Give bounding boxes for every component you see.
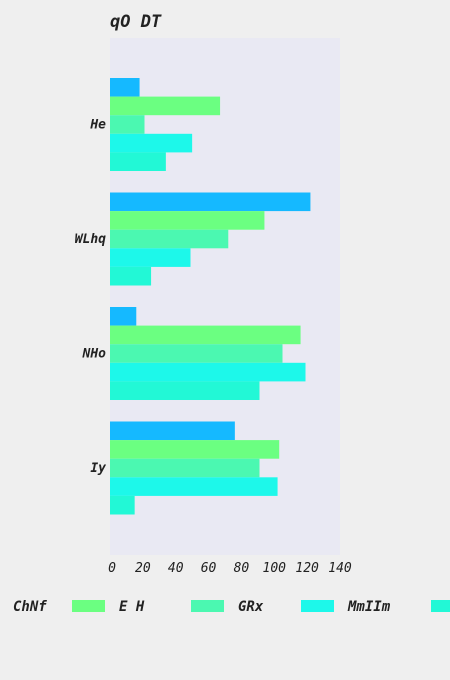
bar-3-WLhq xyxy=(110,229,229,249)
x-tick-label: 0 xyxy=(108,561,116,576)
bar-2-He xyxy=(110,96,221,116)
x-tick-label: 120 xyxy=(295,561,319,576)
bar-2-Iy xyxy=(110,440,280,459)
category-label: NHo xyxy=(82,347,107,362)
bar-3-NHo xyxy=(110,344,283,363)
x-axis-ticks: 0 20 40 60 80 100 120 140 xyxy=(108,561,352,576)
x-tick-label: 40 xyxy=(168,561,184,576)
x-tick-label: 80 xyxy=(234,561,250,576)
bars xyxy=(110,78,311,515)
bar-5-WLhq xyxy=(110,266,152,286)
x-tick-label: 100 xyxy=(263,561,287,576)
bar-2-NHo xyxy=(110,325,301,345)
bar-1-NHo xyxy=(110,307,137,326)
bar-5-Iy xyxy=(110,495,135,515)
category-label: Iy xyxy=(90,461,106,476)
bar-2-WLhq xyxy=(110,211,265,230)
legend-label: GRx xyxy=(238,599,264,615)
legend-swatch xyxy=(431,600,450,612)
bar-1-WLhq xyxy=(110,192,311,212)
legend: ChNf E H GRx MmIIm xyxy=(13,599,450,615)
bar-4-He xyxy=(110,133,193,153)
bar-5-He xyxy=(110,152,166,171)
legend-swatch xyxy=(301,600,334,612)
legend-label: E H xyxy=(119,599,145,615)
legend-label: MmIIm xyxy=(347,599,391,615)
bar-1-He xyxy=(110,78,140,97)
bar-1-Iy xyxy=(110,421,235,441)
chart-title: qO DT xyxy=(110,12,162,32)
x-tick-label: 20 xyxy=(135,561,151,576)
bar-4-NHo xyxy=(110,362,306,382)
bar-5-NHo xyxy=(110,381,260,400)
bar-3-He xyxy=(110,115,145,134)
category-label: He xyxy=(89,118,106,133)
legend-swatch xyxy=(191,600,224,612)
category-labels: He WLhq NHo Iy xyxy=(75,118,106,477)
bar-3-Iy xyxy=(110,458,260,478)
legend-label: ChNf xyxy=(13,599,47,615)
bar-4-WLhq xyxy=(110,248,191,267)
legend-swatch xyxy=(72,600,105,612)
x-tick-label: 60 xyxy=(201,561,217,576)
category-label: WLhq xyxy=(75,232,106,247)
x-tick-label: 140 xyxy=(328,561,352,576)
bar-4-Iy xyxy=(110,477,278,496)
